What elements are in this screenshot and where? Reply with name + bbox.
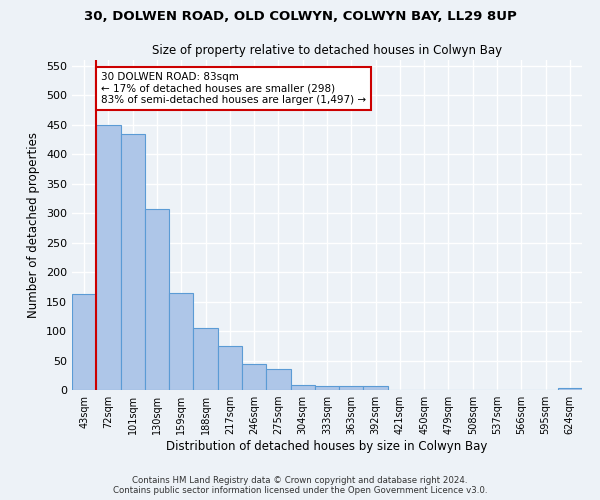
Bar	[266, 370, 290, 390]
Bar	[218, 346, 242, 390]
Bar	[290, 384, 315, 390]
Bar	[96, 125, 121, 390]
Bar	[339, 386, 364, 390]
Bar	[145, 209, 169, 390]
Text: 30 DOLWEN ROAD: 83sqm
← 17% of detached houses are smaller (298)
83% of semi-det: 30 DOLWEN ROAD: 83sqm ← 17% of detached …	[101, 72, 366, 105]
Text: Contains HM Land Registry data © Crown copyright and database right 2024.
Contai: Contains HM Land Registry data © Crown c…	[113, 476, 487, 495]
Text: 30, DOLWEN ROAD, OLD COLWYN, COLWYN BAY, LL29 8UP: 30, DOLWEN ROAD, OLD COLWYN, COLWYN BAY,…	[83, 10, 517, 22]
Title: Size of property relative to detached houses in Colwyn Bay: Size of property relative to detached ho…	[152, 44, 502, 58]
Bar	[315, 386, 339, 390]
Bar	[364, 386, 388, 390]
Bar	[242, 364, 266, 390]
Bar	[169, 293, 193, 390]
Bar	[72, 294, 96, 390]
Y-axis label: Number of detached properties: Number of detached properties	[28, 132, 40, 318]
Bar	[558, 388, 582, 390]
Bar	[121, 134, 145, 390]
X-axis label: Distribution of detached houses by size in Colwyn Bay: Distribution of detached houses by size …	[166, 440, 488, 453]
Bar	[193, 328, 218, 390]
